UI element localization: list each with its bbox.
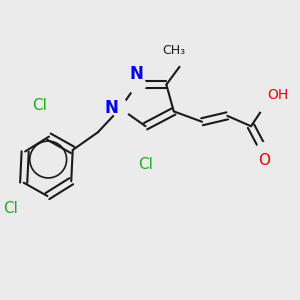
Text: N: N: [105, 99, 119, 117]
Circle shape: [128, 76, 146, 94]
Text: OH: OH: [267, 88, 289, 102]
Circle shape: [256, 142, 273, 160]
Circle shape: [40, 97, 58, 114]
Circle shape: [177, 50, 195, 68]
Text: N: N: [130, 65, 144, 83]
Circle shape: [257, 95, 275, 113]
Text: CH₃: CH₃: [163, 44, 186, 57]
Circle shape: [136, 147, 154, 165]
Text: Cl: Cl: [138, 158, 153, 172]
Circle shape: [111, 100, 129, 117]
Text: Cl: Cl: [3, 200, 18, 215]
Circle shape: [0, 190, 10, 208]
Text: Cl: Cl: [33, 98, 47, 113]
Text: O: O: [258, 153, 270, 168]
